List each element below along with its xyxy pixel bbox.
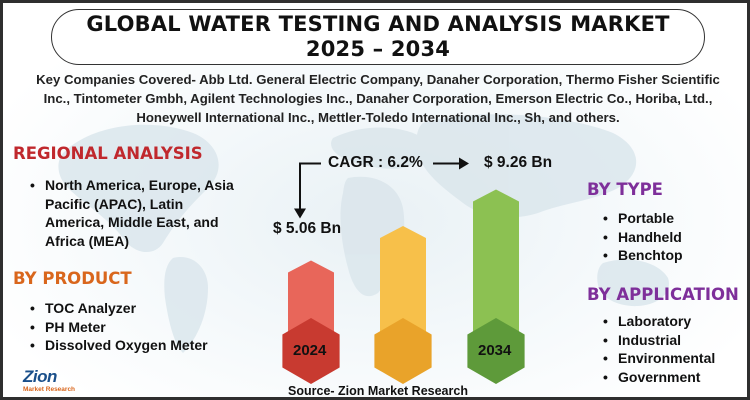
- hexagon-base-3: [467, 318, 525, 384]
- list-item: TOC Analyzer: [30, 299, 250, 318]
- cagr-arrow: [299, 162, 461, 213]
- hexagon-base-1: [282, 318, 340, 384]
- title-line-1: GLOBAL WATER TESTING AND ANALYSIS MARKET: [86, 12, 670, 36]
- bar-value-label-2034: $ 9.26 Bn: [484, 153, 553, 171]
- application-list: Laboratory Industrial Environmental Gove…: [603, 312, 743, 386]
- regional-analysis-heading: REGIONAL ANALYSIS: [13, 144, 203, 163]
- by-product-heading: BY PRODUCT: [13, 269, 132, 288]
- category-label-2034: 2034: [478, 342, 512, 359]
- by-application-heading: BY APPLICATION: [587, 285, 739, 304]
- zion-logo: Zion: [23, 367, 57, 386]
- regional-list: North America, Europe, Asia Pacific (APA…: [30, 176, 240, 250]
- list-item: Laboratory: [603, 312, 743, 331]
- category-label-2024: 2024: [293, 342, 327, 359]
- title-line-2: 2025 – 2034: [305, 37, 451, 61]
- cagr-annotation: CAGR : 6.2%: [328, 153, 423, 171]
- source-credit: Source- Zion Market Research: [288, 384, 468, 398]
- bar-value-label-2024: $ 5.06 Bn: [273, 220, 342, 238]
- bar-2: [380, 226, 426, 346]
- market-growth-chart: [282, 157, 525, 384]
- list-item: PH Meter: [30, 318, 250, 337]
- list-item: Benchtop: [603, 246, 743, 265]
- list-item: Portable: [603, 209, 743, 228]
- title-banner: GLOBAL WATER TESTING AND ANALYSIS MARKET…: [51, 9, 705, 65]
- list-item: North America, Europe, Asia Pacific (APA…: [30, 176, 240, 250]
- bar-3: [473, 189, 519, 346]
- product-list: TOC Analyzer PH Meter Dissolved Oxygen M…: [30, 299, 250, 355]
- list-item: Dissolved Oxygen Meter: [30, 336, 250, 355]
- arrow-head-right: [459, 157, 469, 170]
- list-item: Handheld: [603, 228, 743, 247]
- arrow-head-down: [294, 208, 306, 219]
- hexagon-base-2: [374, 318, 432, 384]
- list-item: Government: [603, 368, 743, 387]
- list-item: Environmental: [603, 349, 743, 368]
- key-companies-text: Key Companies Covered- Abb Ltd. General …: [36, 72, 720, 125]
- zion-logo-tagline: Market Research: [23, 386, 76, 393]
- list-item: Industrial: [603, 331, 743, 350]
- type-list: Portable Handheld Benchtop: [603, 209, 743, 265]
- by-type-heading: BY TYPE: [587, 180, 663, 199]
- bar-1: [288, 260, 334, 346]
